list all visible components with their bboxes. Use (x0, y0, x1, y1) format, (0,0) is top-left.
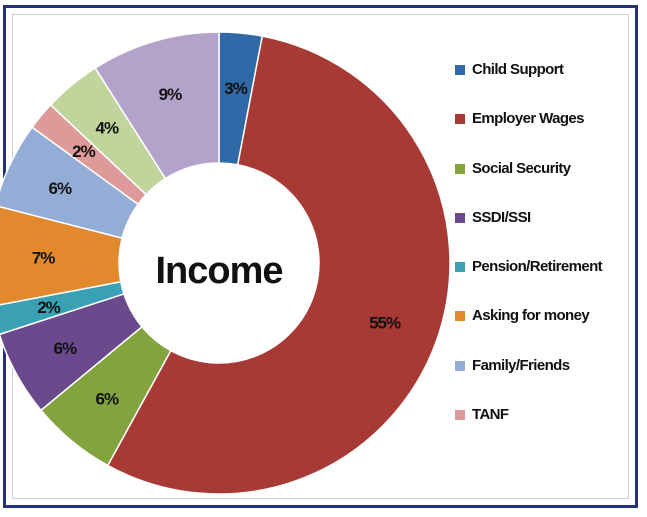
slice-percent-label: 6% (96, 390, 119, 409)
legend-swatch (455, 262, 465, 273)
legend-item-ssdi-ssi: SSDI/SSI (455, 208, 640, 257)
slice-percent-label: 2% (72, 142, 95, 161)
legend-label: Family/Friends (472, 356, 570, 374)
donut-slice (106, 35, 451, 495)
chart-title: Income (155, 250, 282, 292)
legend-label: TANF (472, 406, 509, 424)
legend-item-social-security: Social Security (455, 159, 640, 208)
legend-swatch (455, 311, 465, 322)
slice-percent-label: 4% (96, 118, 119, 137)
legend-label: Child Support (472, 61, 564, 78)
donut-slice (0, 205, 124, 306)
slice-percent-label: 9% (159, 85, 182, 104)
legend-swatch (455, 163, 465, 174)
donut-slices (0, 31, 451, 495)
slice-percent-label: 55% (369, 314, 401, 333)
slice-percent-label: 6% (54, 339, 77, 358)
legend-item-child-support: Child Support (455, 60, 640, 109)
slice-percent-label: 7% (32, 249, 55, 268)
legend-item-employer-wages: Employer Wages (455, 109, 640, 158)
slice-percent-label: 2% (37, 298, 60, 317)
legend-swatch (455, 114, 465, 125)
slice-percent-label: 6% (49, 179, 72, 198)
legend-swatch (455, 212, 465, 223)
donut-slice (94, 31, 220, 180)
legend-label: Asking for money (472, 307, 590, 325)
slice-labels: 3%55%6%6%2%7%6%2%4%9% (32, 79, 402, 409)
legend-swatch (455, 65, 465, 75)
legend-item-asking-for-money: Asking for money (455, 306, 640, 355)
legend-label: Employer Wages (472, 110, 585, 128)
slice-percent-label: 3% (224, 79, 247, 98)
legend-item-family-friends: Family/Friends (455, 356, 640, 405)
legend-item-pension-retirement: Pension/Retirement (455, 257, 640, 306)
chart-legend: Child Support Employer Wages Social Secu… (455, 60, 640, 454)
legend-swatch (455, 360, 465, 371)
legend-label: Social Security (472, 159, 571, 177)
legend-item-tanf: TANF (455, 405, 640, 454)
legend-label: SSDI/SSI (472, 208, 531, 226)
legend-swatch (455, 410, 465, 421)
legend-label: Pension/Retirement (472, 258, 603, 276)
